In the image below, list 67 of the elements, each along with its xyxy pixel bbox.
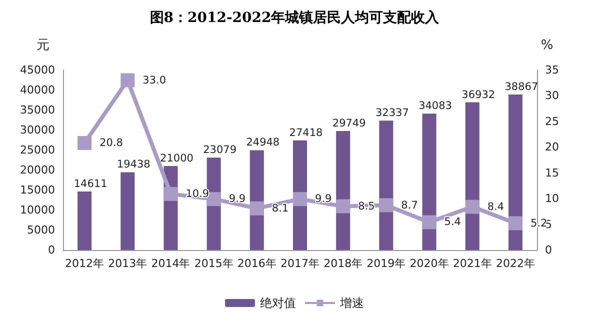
data-label: 5.4 [444, 216, 462, 228]
data-label: 8.1 [272, 202, 289, 214]
data-label: 9.9 [228, 193, 246, 206]
y2-axis-title: % [540, 38, 554, 53]
x-tick-label: 2019年 [366, 257, 406, 270]
y-axis-title: 元 [36, 38, 50, 53]
x-tick-label: 2018年 [324, 257, 363, 270]
data-label: 32337 [375, 107, 409, 120]
bar [78, 192, 92, 250]
data-label: 29749 [332, 118, 366, 130]
y2-tick-label: 35 [545, 64, 559, 76]
y-tick-label: 10000 [20, 204, 55, 216]
y-tick-label: 20000 [20, 164, 55, 176]
point [78, 136, 92, 150]
point [508, 216, 522, 230]
point [336, 199, 350, 214]
legend-label: 绝对值 [260, 296, 296, 310]
data-label: 9.9 [315, 193, 332, 206]
bar [379, 120, 394, 250]
point [120, 73, 135, 88]
chart-title: 图8：2012-2022年城镇居民人均可支配收入 [150, 10, 440, 26]
data-label: 34083 [418, 100, 452, 112]
legend-label: 增速 [339, 296, 364, 310]
x-tick-label: 2017年 [280, 257, 320, 270]
data-label: 10.9 [186, 188, 210, 200]
point [206, 192, 221, 206]
data-label: 8.7 [401, 199, 418, 212]
y2-tick-label: 0 [545, 244, 552, 256]
x-tick-label: 2013年 [108, 257, 148, 270]
y-tick-label: 35000 [20, 104, 55, 116]
point [379, 198, 394, 212]
data-label: 33.0 [142, 74, 166, 86]
y-tick-label: 25000 [20, 144, 55, 156]
y-tick-label: 30000 [20, 124, 55, 136]
point [164, 186, 178, 201]
data-label: 27418 [289, 126, 323, 139]
point [422, 215, 436, 230]
point [465, 200, 480, 214]
point [293, 192, 307, 206]
y2-tick-label: 25 [545, 114, 559, 128]
y2-tick-label: 20 [545, 140, 559, 154]
data-label: 19438 [116, 158, 150, 171]
x-tick-label: 2015年 [194, 257, 234, 270]
data-label: 24948 [246, 136, 280, 149]
x-tick-label: 2016年 [237, 257, 276, 270]
y-tick-label: 45000 [20, 64, 55, 76]
data-label: 38867 [504, 81, 538, 94]
x-tick-label: 2022年 [496, 257, 535, 270]
y-tick-label: 0 [48, 244, 55, 256]
y2-tick-label: 30 [545, 89, 559, 102]
x-tick-label: 2012年 [65, 257, 104, 270]
data-label: 21000 [160, 152, 194, 164]
data-label: 20.8 [100, 137, 123, 150]
y-tick-label: 5000 [27, 224, 55, 236]
data-label: 36932 [462, 88, 496, 101]
x-tick-label: 2021年 [452, 257, 492, 270]
x-tick-label: 2020年 [410, 257, 449, 270]
x-tick-label: 2014年 [151, 257, 190, 270]
y2-tick-label: 15 [545, 166, 559, 180]
point [250, 201, 264, 216]
y2-tick-label: 10 [545, 192, 559, 206]
y-tick-label: 40000 [20, 84, 55, 96]
bar [120, 172, 135, 250]
y-tick-label: 15000 [20, 184, 55, 196]
data-label: 23079 [203, 144, 237, 156]
data-label: 14611 [74, 178, 108, 190]
data-label: 8.4 [487, 200, 504, 213]
